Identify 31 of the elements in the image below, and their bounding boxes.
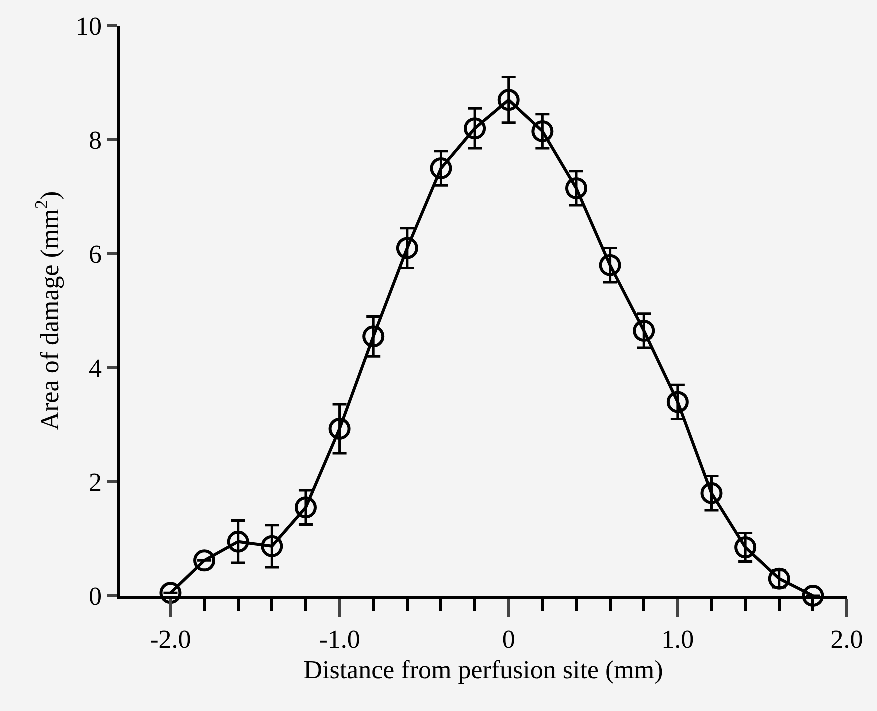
point (532, 120, 554, 142)
point (396, 237, 418, 260)
x-axis-title: Distance from perfusion site (mm) (304, 656, 664, 685)
point (633, 320, 656, 342)
x-tick-label: -2.0 (150, 624, 192, 654)
point (362, 326, 385, 348)
point (498, 89, 520, 112)
y-tick-label: 4 (89, 354, 102, 384)
y-tick-label: 8 (89, 126, 102, 156)
point (666, 391, 689, 414)
point (261, 535, 284, 558)
point (599, 254, 622, 276)
point (328, 418, 351, 440)
x-tick-label: 2.0 (830, 624, 864, 654)
point (160, 582, 182, 604)
y-tick-label: 6 (89, 240, 102, 270)
y-tick-label: 10 (76, 12, 102, 42)
point (464, 118, 486, 140)
point (294, 496, 317, 519)
point (734, 536, 757, 559)
x-tick-label: 1.0 (662, 624, 694, 654)
y-tick-label: 0 (89, 582, 102, 612)
x-tick-label: -1.0 (319, 624, 360, 654)
point (430, 158, 452, 180)
point (802, 585, 824, 607)
point (194, 550, 216, 572)
y-tick-label: 2 (89, 468, 102, 498)
point (227, 530, 250, 553)
x-tick-label: 0 (502, 624, 516, 654)
point (566, 177, 588, 200)
point (700, 482, 723, 504)
